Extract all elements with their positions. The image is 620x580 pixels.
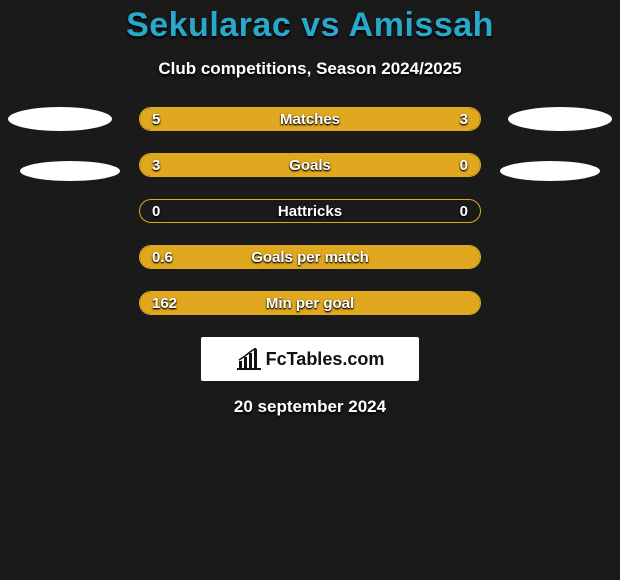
stat-value-right: 0 bbox=[460, 154, 468, 176]
bar-chart-icon bbox=[236, 348, 262, 370]
stat-fill-left bbox=[140, 154, 402, 176]
infographic-container: Sekularac vs Amissah Club competitions, … bbox=[0, 0, 620, 580]
stat-value-left: 162 bbox=[152, 292, 177, 314]
stat-row-min-per-goal: 162 Min per goal bbox=[139, 291, 481, 315]
stat-value-left: 0.6 bbox=[152, 246, 173, 268]
stat-label: Hattricks bbox=[140, 200, 480, 222]
page-title: Sekularac vs Amissah bbox=[0, 6, 620, 45]
stat-row-goals-per-match: 0.6 Goals per match bbox=[139, 245, 481, 269]
stat-value-right: 0 bbox=[460, 200, 468, 222]
stat-fill-left bbox=[140, 108, 353, 130]
player-left-avatar-1 bbox=[8, 107, 112, 131]
logo-text: FcTables.com bbox=[266, 349, 385, 370]
player-left-avatar-2 bbox=[20, 161, 120, 181]
stat-fill-left bbox=[140, 292, 480, 314]
stat-fill-left bbox=[140, 246, 480, 268]
subtitle: Club competitions, Season 2024/2025 bbox=[0, 59, 620, 79]
stat-value-left: 5 bbox=[152, 108, 160, 130]
player-right-avatar-2 bbox=[500, 161, 600, 181]
stat-row-matches: 5 Matches 3 bbox=[139, 107, 481, 131]
stat-value-left: 0 bbox=[152, 200, 160, 222]
date-text: 20 september 2024 bbox=[0, 397, 620, 417]
stat-value-right: 3 bbox=[460, 108, 468, 130]
stats-rows: 5 Matches 3 3 Goals 0 0 Hattricks 0 0.6 … bbox=[0, 107, 620, 315]
fctables-logo[interactable]: FcTables.com bbox=[201, 337, 419, 381]
player-right-avatar-1 bbox=[508, 107, 612, 131]
stat-fill-right bbox=[402, 154, 480, 176]
stat-value-left: 3 bbox=[152, 154, 160, 176]
stat-row-goals: 3 Goals 0 bbox=[139, 153, 481, 177]
stat-row-hattricks: 0 Hattricks 0 bbox=[139, 199, 481, 223]
